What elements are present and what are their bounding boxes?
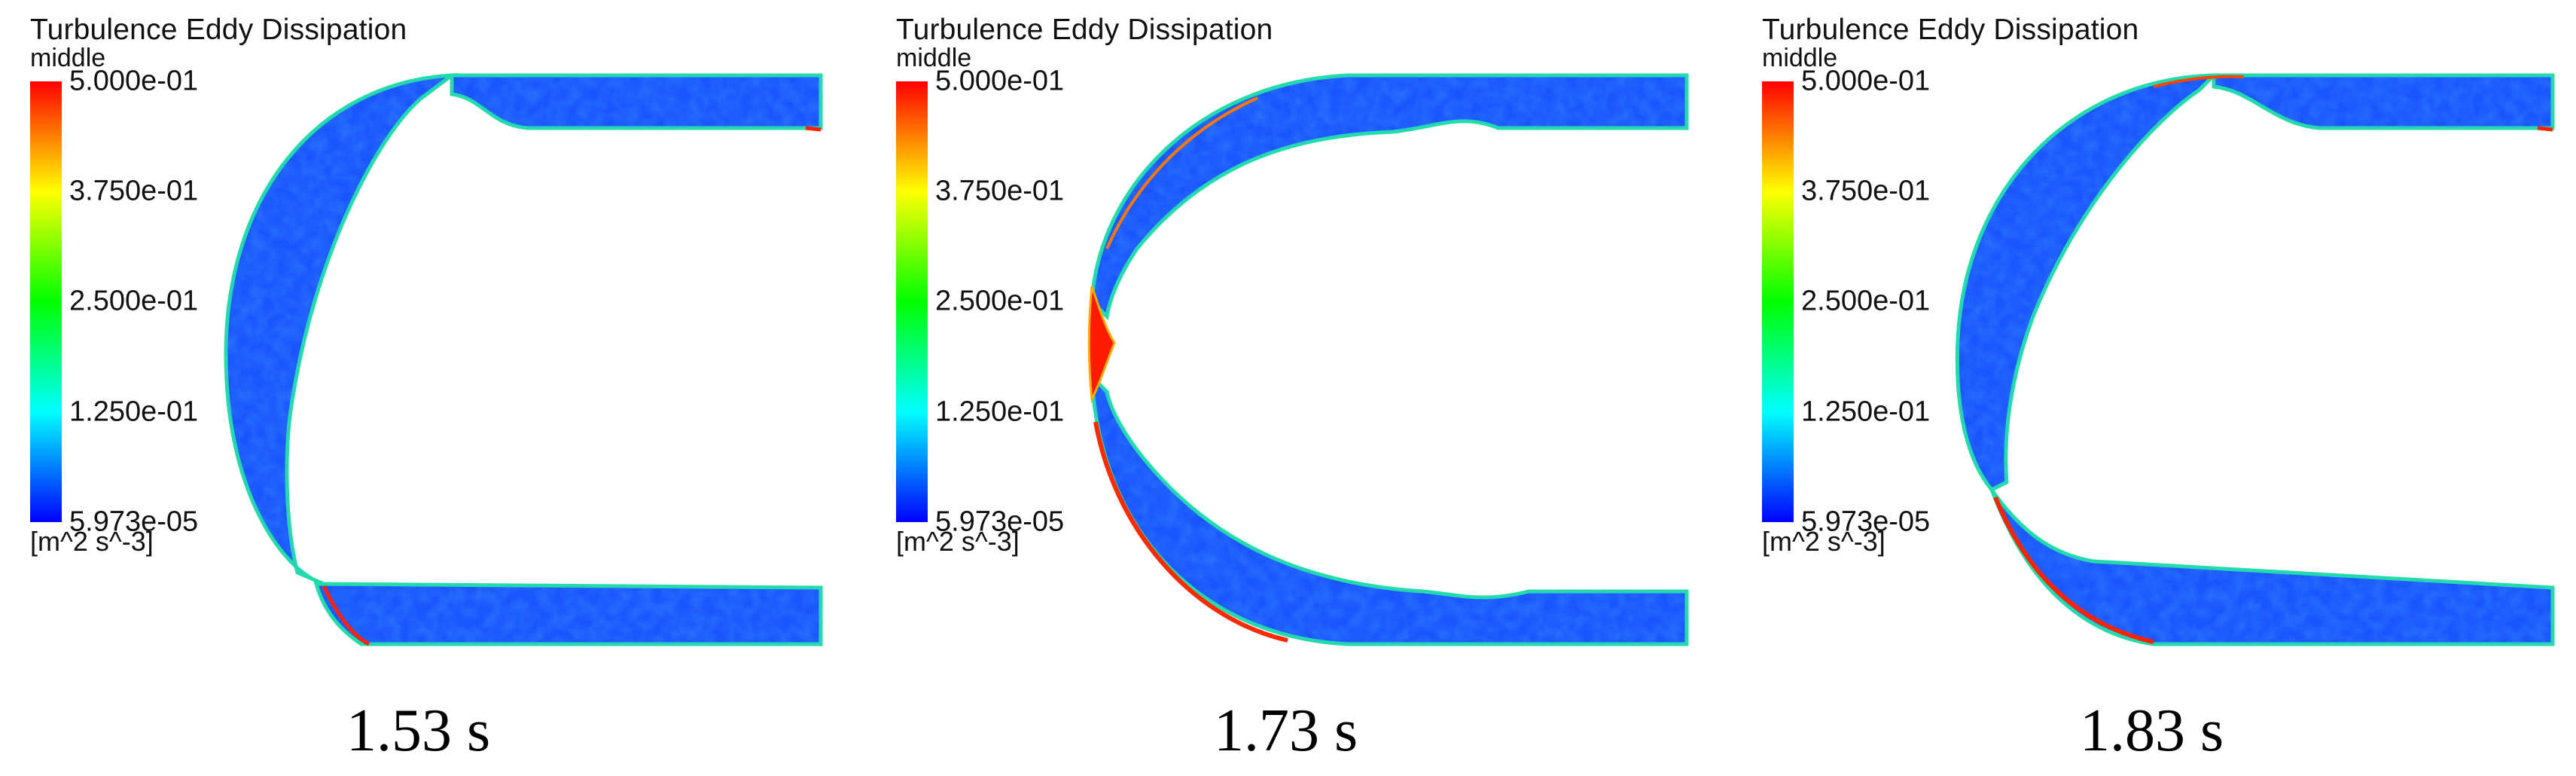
colorbar: [896, 81, 928, 522]
colorbar: [1762, 81, 1794, 522]
legend-unit: [m^2 s^-3]: [896, 526, 1020, 557]
legend-unit: [m^2 s^-3]: [30, 526, 154, 557]
legend-location: middle: [30, 44, 106, 72]
legend-title: Turbulence Eddy Dissipation: [30, 14, 407, 46]
colorbar-tick: 5.000e-01: [1801, 65, 1931, 97]
colorbar-tick: 5.000e-01: [69, 65, 199, 97]
contour-panel-1: Turbulence Eddy Dissipation middle 5.000…: [0, 0, 828, 776]
colorbar-tick: 1.250e-01: [1801, 396, 1931, 428]
colorbar-tick: 2.500e-01: [1801, 285, 1931, 317]
colorbar-tick: 3.750e-01: [69, 175, 199, 207]
time-label: 1.83 s: [2080, 698, 2224, 764]
high-dissipation-zone: [1087, 286, 1116, 404]
colorbar-tick: 3.750e-01: [1801, 175, 1931, 207]
legend-location: middle: [1762, 44, 1838, 72]
colorbar-tick: 2.500e-01: [69, 285, 199, 317]
time-label: 1.73 s: [1214, 698, 1358, 764]
contour-panel-3: Turbulence Eddy Dissipation middle 5.000…: [1732, 0, 2560, 776]
legend-title: Turbulence Eddy Dissipation: [1762, 14, 2139, 46]
flow-contour-plot: [1087, 73, 1689, 646]
colorbar-tick: 5.973e-05: [69, 506, 199, 538]
legend-unit: [m^2 s^-3]: [1762, 526, 1886, 557]
colorbar-tick: 2.500e-01: [935, 285, 1065, 317]
colorbar-tick: 1.250e-01: [935, 396, 1065, 428]
colorbar-tick: 1.250e-01: [69, 396, 199, 428]
colorbar-tick: 5.973e-05: [935, 506, 1065, 538]
colorbar: [30, 81, 62, 522]
legend-title: Turbulence Eddy Dissipation: [896, 14, 1273, 46]
legend-location: middle: [896, 44, 972, 72]
flow-contour-plot: [1955, 73, 2555, 646]
contour-panel-2: Turbulence Eddy Dissipation middle 5.000…: [866, 0, 1694, 776]
colorbar-tick: 3.750e-01: [935, 175, 1065, 207]
flow-contour-plot: [224, 73, 823, 646]
colorbar-tick: 5.973e-05: [1801, 506, 1931, 538]
time-label: 1.53 s: [346, 698, 491, 764]
colorbar-tick: 5.000e-01: [935, 65, 1065, 97]
